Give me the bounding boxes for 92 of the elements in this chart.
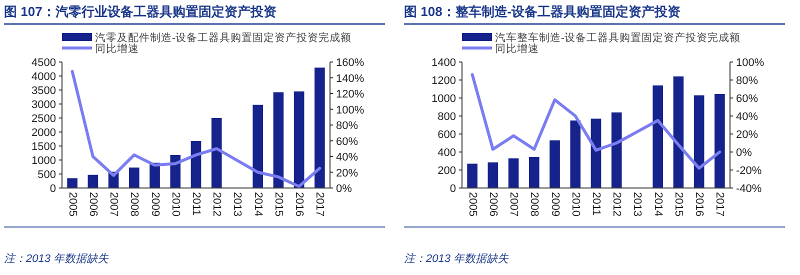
y2-tick-label: 20%	[736, 129, 758, 141]
bar	[129, 168, 140, 188]
y-tick-label: 3500	[32, 85, 56, 97]
legend-label: 同比增速	[495, 42, 539, 55]
y-tick-label: 4500	[32, 57, 56, 69]
bar	[570, 120, 581, 188]
y-tick-label: 1500	[32, 141, 56, 153]
y2-tick-label: 80%	[736, 75, 758, 87]
bar	[673, 76, 684, 188]
y-tick-label: 0	[50, 183, 56, 195]
bar	[508, 158, 519, 188]
x-tick-label: 2016	[293, 192, 306, 216]
text: 注：2013 年数据缺失	[4, 252, 110, 265]
x-tick-label: 2014	[652, 192, 664, 216]
y-tick-label: 4000	[32, 71, 56, 83]
y2-tick-label: 100%	[736, 57, 764, 69]
bar	[488, 162, 498, 188]
y-tick-label: 800	[438, 111, 456, 123]
x-tick-label: 2013	[231, 192, 244, 216]
y2-tick-label: 80%	[336, 120, 358, 132]
x-tick-label: 2011	[190, 192, 202, 216]
x-tick-label: 2012	[210, 192, 223, 216]
y-tick-label: 500	[38, 169, 56, 181]
y-tick-label: 1000	[432, 93, 456, 105]
y-tick-label: 1200	[432, 75, 456, 87]
y2-tick-label: -20%	[736, 165, 762, 177]
x-tick-label: 2015	[272, 192, 284, 216]
y-tick-label: 1000	[32, 155, 56, 167]
legend-label: 汽车整车制造-设备工器具购置固定资产投资完成额	[495, 31, 740, 44]
x-tick-label: 2011	[590, 192, 602, 216]
bar	[273, 92, 284, 188]
y2-tick-label: 120%	[336, 88, 364, 100]
x-tick-label: 2006	[86, 192, 99, 216]
chart-title: 图 108：整车制造-设备工器具购置固定资产投资	[404, 4, 681, 19]
x-tick-label: 2008	[528, 192, 540, 216]
bar	[252, 104, 263, 188]
y-tick-label: 600	[438, 129, 456, 141]
y-tick-label: 2000	[32, 127, 56, 139]
y-tick-label: 0	[450, 183, 456, 195]
bar	[211, 118, 222, 188]
bar	[652, 85, 663, 188]
bar	[694, 95, 704, 188]
bar	[314, 68, 325, 188]
x-tick-label: 2015	[672, 192, 684, 216]
x-tick-label: 2009	[148, 192, 161, 216]
y-tick-label: 1400	[432, 57, 456, 69]
y2-tick-label: 0%	[336, 183, 352, 195]
x-tick-label: 2017	[714, 192, 726, 216]
y-tick-label: 400	[438, 147, 456, 159]
text: 注：2013 年数据缺失	[404, 252, 510, 265]
x-tick-label: 2016	[693, 192, 706, 216]
y2-tick-label: -40%	[736, 183, 762, 195]
x-tick-label: 2007	[108, 192, 120, 216]
bar	[467, 164, 478, 188]
x-tick-label: 2005	[66, 192, 78, 216]
x-tick-label: 2009	[548, 192, 561, 216]
chart-title: 图 107：汽零行业设备工器具购置固定资产投资	[4, 4, 276, 19]
bar	[294, 91, 304, 188]
bar	[170, 154, 181, 188]
y2-tick-label: 160%	[336, 57, 364, 69]
bar	[611, 112, 622, 188]
y2-tick-label: 140%	[336, 72, 364, 85]
y2-tick-label: 40%	[336, 152, 358, 164]
legend-label: 同比增速	[95, 42, 139, 55]
x-tick-label: 2010	[569, 192, 582, 216]
bar	[590, 118, 602, 188]
x-tick-label: 2008	[128, 192, 140, 216]
x-tick-label: 2014	[252, 192, 264, 216]
x-tick-label: 2017	[314, 192, 326, 216]
y2-tick-label: 0%	[736, 147, 752, 159]
y-tick-label: 3000	[32, 99, 56, 111]
bar	[67, 178, 78, 188]
bar	[714, 94, 725, 188]
x-tick-label: 2005	[466, 192, 478, 216]
x-tick-label: 2007	[508, 192, 520, 216]
x-tick-label: 2012	[610, 192, 623, 216]
y-tick-label: 200	[438, 165, 456, 177]
y2-tick-label: 60%	[736, 93, 758, 105]
y2-tick-label: 60%	[336, 136, 358, 148]
y2-tick-label: 40%	[736, 111, 758, 123]
x-tick-label: 2013	[631, 192, 644, 216]
bar	[88, 174, 98, 188]
y-tick-label: 2500	[32, 113, 56, 125]
line-series	[70, 70, 322, 188]
x-tick-label: 2010	[169, 192, 182, 216]
bar	[550, 140, 560, 188]
x-tick-label: 2006	[486, 192, 499, 216]
y2-tick-label: 20%	[336, 167, 358, 180]
y2-tick-label: 100%	[336, 104, 364, 116]
line-series	[470, 73, 722, 170]
bar	[529, 156, 540, 188]
legend-label: 汽零及配件制造-设备工器具购置固定资产投资完成额	[95, 31, 352, 44]
